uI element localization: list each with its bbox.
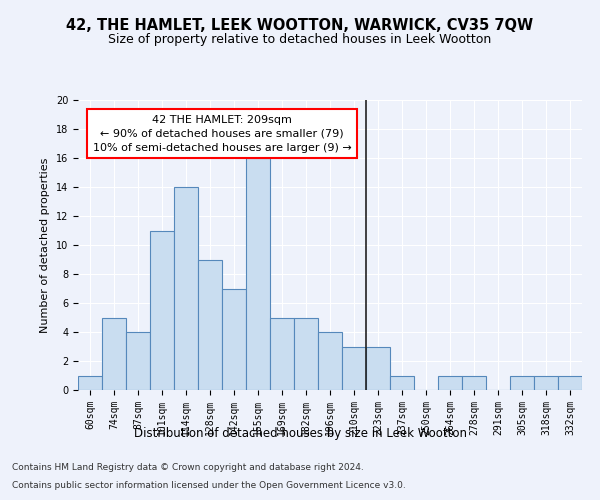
- Bar: [534, 376, 558, 390]
- Bar: [246, 158, 270, 390]
- Bar: [174, 187, 198, 390]
- Bar: [510, 376, 534, 390]
- Text: 42 THE HAMLET: 209sqm
← 90% of detached houses are smaller (79)
10% of semi-deta: 42 THE HAMLET: 209sqm ← 90% of detached …: [92, 114, 352, 152]
- Bar: [294, 318, 318, 390]
- Bar: [126, 332, 150, 390]
- Bar: [102, 318, 126, 390]
- Bar: [558, 376, 582, 390]
- Bar: [318, 332, 342, 390]
- Bar: [150, 230, 174, 390]
- Bar: [198, 260, 222, 390]
- Bar: [366, 346, 390, 390]
- Y-axis label: Number of detached properties: Number of detached properties: [40, 158, 50, 332]
- Bar: [222, 288, 246, 390]
- Bar: [342, 346, 366, 390]
- Text: Distribution of detached houses by size in Leek Wootton: Distribution of detached houses by size …: [133, 428, 467, 440]
- Text: Contains HM Land Registry data © Crown copyright and database right 2024.: Contains HM Land Registry data © Crown c…: [12, 464, 364, 472]
- Text: 42, THE HAMLET, LEEK WOOTTON, WARWICK, CV35 7QW: 42, THE HAMLET, LEEK WOOTTON, WARWICK, C…: [67, 18, 533, 32]
- Bar: [462, 376, 486, 390]
- Bar: [390, 376, 414, 390]
- Bar: [438, 376, 462, 390]
- Text: Size of property relative to detached houses in Leek Wootton: Size of property relative to detached ho…: [109, 32, 491, 46]
- Bar: [270, 318, 294, 390]
- Bar: [78, 376, 102, 390]
- Text: Contains public sector information licensed under the Open Government Licence v3: Contains public sector information licen…: [12, 481, 406, 490]
